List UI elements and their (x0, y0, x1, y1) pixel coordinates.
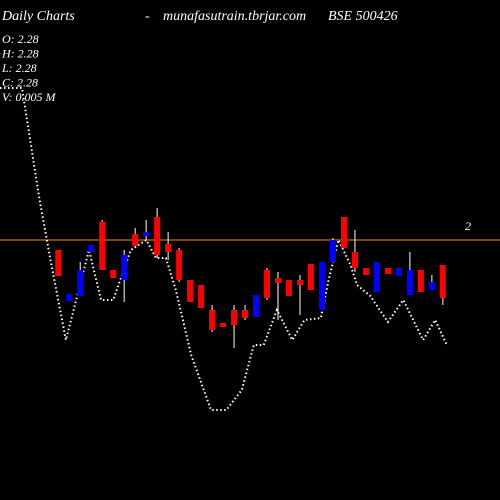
info-line: H: 2.28 (1, 47, 39, 61)
candle-body (132, 234, 139, 246)
candle-body (318, 262, 325, 310)
candle-body (264, 270, 271, 298)
candle-body (165, 244, 172, 252)
candle-body (77, 270, 84, 296)
symbol: BSE 500426 (328, 9, 398, 24)
candle-body (373, 262, 380, 292)
candle-body (384, 268, 391, 274)
candle-body (55, 250, 62, 276)
candle-body (329, 240, 336, 262)
candle-body (395, 268, 402, 276)
candle-body (187, 280, 194, 302)
candle-body (351, 252, 358, 268)
separator: - (145, 9, 150, 24)
info-line: O: 2.28 (2, 32, 39, 46)
candle-body (176, 250, 183, 280)
candle-body (88, 245, 95, 252)
candle-body (220, 323, 227, 327)
candle-body (242, 310, 249, 318)
info-line: L: 2.28 (1, 61, 37, 75)
candle-body (439, 265, 446, 298)
price-line-label: 2 (465, 219, 471, 233)
candle-body (275, 278, 282, 283)
candle-body (307, 264, 314, 290)
candle-body (286, 280, 293, 296)
candle-body (362, 268, 369, 275)
ohlc-info: O: 2.28H: 2.28L: 2.28C: 2.28V: 0.005 M (1, 32, 57, 104)
candle-body (428, 282, 435, 290)
candle-body (66, 294, 73, 301)
candle-body (143, 232, 150, 236)
candle-body (121, 255, 128, 280)
site-name: munafasutrain.tbrjar.com (163, 9, 306, 24)
candle-body (417, 270, 424, 292)
candle-body (154, 217, 161, 255)
candle-body (340, 217, 347, 248)
candle-body (406, 270, 413, 295)
candle-body (110, 270, 117, 278)
info-line: V: 0.005 M (2, 90, 57, 104)
candle-body (231, 310, 238, 325)
candle-body (209, 310, 216, 330)
chart-title: Daily Charts (1, 9, 75, 24)
candle-body (297, 280, 303, 285)
candle-body (198, 285, 205, 308)
candle-body (253, 295, 260, 317)
info-line: C: 2.28 (2, 76, 38, 90)
plot-area (0, 87, 500, 411)
candle-body (99, 222, 106, 270)
